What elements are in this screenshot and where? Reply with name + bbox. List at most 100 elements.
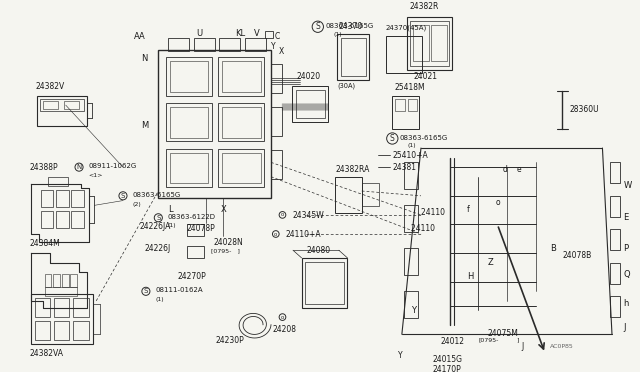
Text: 24208: 24208 [273, 325, 297, 334]
Text: f: f [467, 205, 470, 214]
Bar [194, 38, 214, 51]
Bar [70, 274, 77, 288]
Bar [404, 205, 418, 232]
Text: U: U [196, 29, 203, 38]
Text: 24028N: 24028N [214, 238, 243, 247]
Bar [35, 298, 51, 317]
Text: 08363-6165G: 08363-6165G [400, 135, 448, 141]
Bar [62, 274, 68, 288]
Bar [362, 183, 379, 206]
Text: S: S [144, 288, 148, 294]
Bar [35, 321, 51, 340]
Bar [45, 286, 77, 296]
Text: 24384M: 24384M [29, 239, 60, 248]
Text: B: B [550, 244, 556, 253]
Bar [271, 64, 282, 93]
Bar [406, 17, 452, 70]
Bar [72, 190, 84, 207]
Bar [158, 50, 271, 198]
Bar [72, 211, 84, 228]
Text: S: S [156, 215, 161, 221]
Bar [218, 149, 264, 187]
Text: V: V [254, 29, 260, 38]
Text: 24110+A: 24110+A [285, 230, 321, 239]
Bar [41, 190, 53, 207]
Text: 24226JA: 24226JA [140, 222, 171, 231]
Text: 24382RA: 24382RA [335, 165, 369, 174]
Text: (1): (1) [333, 32, 342, 36]
Text: 24370: 24370 [339, 22, 363, 31]
Bar [292, 86, 328, 122]
Text: ]: ] [516, 337, 519, 342]
Text: 28360U: 28360U [569, 105, 598, 114]
Bar [413, 25, 429, 61]
Bar [301, 258, 348, 308]
Text: 08363-6165G: 08363-6165G [132, 192, 180, 198]
Bar [40, 99, 84, 111]
Text: X: X [278, 47, 284, 56]
Bar [610, 196, 620, 217]
Bar [222, 61, 260, 92]
Bar [386, 36, 422, 73]
Bar [335, 177, 362, 213]
Bar [54, 298, 70, 317]
Text: S: S [390, 134, 395, 143]
Bar [610, 162, 620, 183]
Text: Y: Y [271, 42, 276, 51]
Bar [53, 274, 60, 288]
Text: Z: Z [488, 258, 493, 267]
Text: 24381: 24381 [392, 163, 416, 172]
Bar [54, 321, 70, 340]
Bar [222, 107, 260, 138]
Text: 24370(45A): 24370(45A) [386, 24, 427, 31]
Bar [610, 296, 620, 317]
Bar [408, 99, 417, 111]
Bar [392, 96, 419, 129]
Bar [56, 211, 68, 228]
Bar [305, 262, 344, 304]
Text: (1): (1) [168, 224, 177, 228]
Text: Y: Y [398, 352, 403, 360]
Text: E: E [623, 213, 628, 222]
Text: 24080: 24080 [307, 246, 330, 256]
Bar [410, 21, 449, 66]
Bar [404, 248, 418, 275]
Text: (1): (1) [408, 143, 416, 148]
Bar [187, 246, 204, 258]
Bar [218, 57, 264, 96]
Text: 24226J: 24226J [145, 244, 171, 253]
Text: S: S [121, 193, 125, 199]
Text: 24382R: 24382R [410, 3, 439, 12]
Text: P: P [623, 244, 628, 253]
Bar [431, 25, 447, 61]
Bar [222, 153, 260, 183]
Bar [187, 224, 204, 236]
Bar [218, 103, 264, 141]
Text: 24078B: 24078B [563, 251, 591, 260]
Bar [170, 153, 208, 183]
Text: [0795-   ]: [0795- ] [211, 248, 240, 253]
Text: o: o [274, 231, 278, 237]
Text: 24230P: 24230P [216, 336, 244, 345]
Text: 24345W: 24345W [292, 211, 324, 220]
Bar [296, 90, 324, 118]
Text: 24382VA: 24382VA [29, 349, 63, 357]
Text: L: L [168, 205, 173, 214]
Text: 24012: 24012 [440, 337, 464, 346]
Bar [49, 177, 68, 186]
Bar [170, 107, 208, 138]
Text: 24⁠110: 24⁠110 [421, 208, 445, 217]
Text: N: N [141, 54, 147, 64]
Text: 25410+A: 25410+A [392, 151, 428, 160]
Text: d: d [502, 165, 507, 174]
Text: 08363-6165G: 08363-6165G [326, 23, 374, 29]
Bar [610, 229, 620, 250]
Bar [266, 31, 273, 38]
Bar [610, 263, 620, 284]
Bar [166, 149, 212, 187]
Text: S: S [316, 22, 320, 31]
Bar [45, 274, 51, 288]
Bar [43, 101, 58, 109]
Bar [404, 291, 418, 318]
Text: 24015G: 24015G [433, 355, 463, 364]
